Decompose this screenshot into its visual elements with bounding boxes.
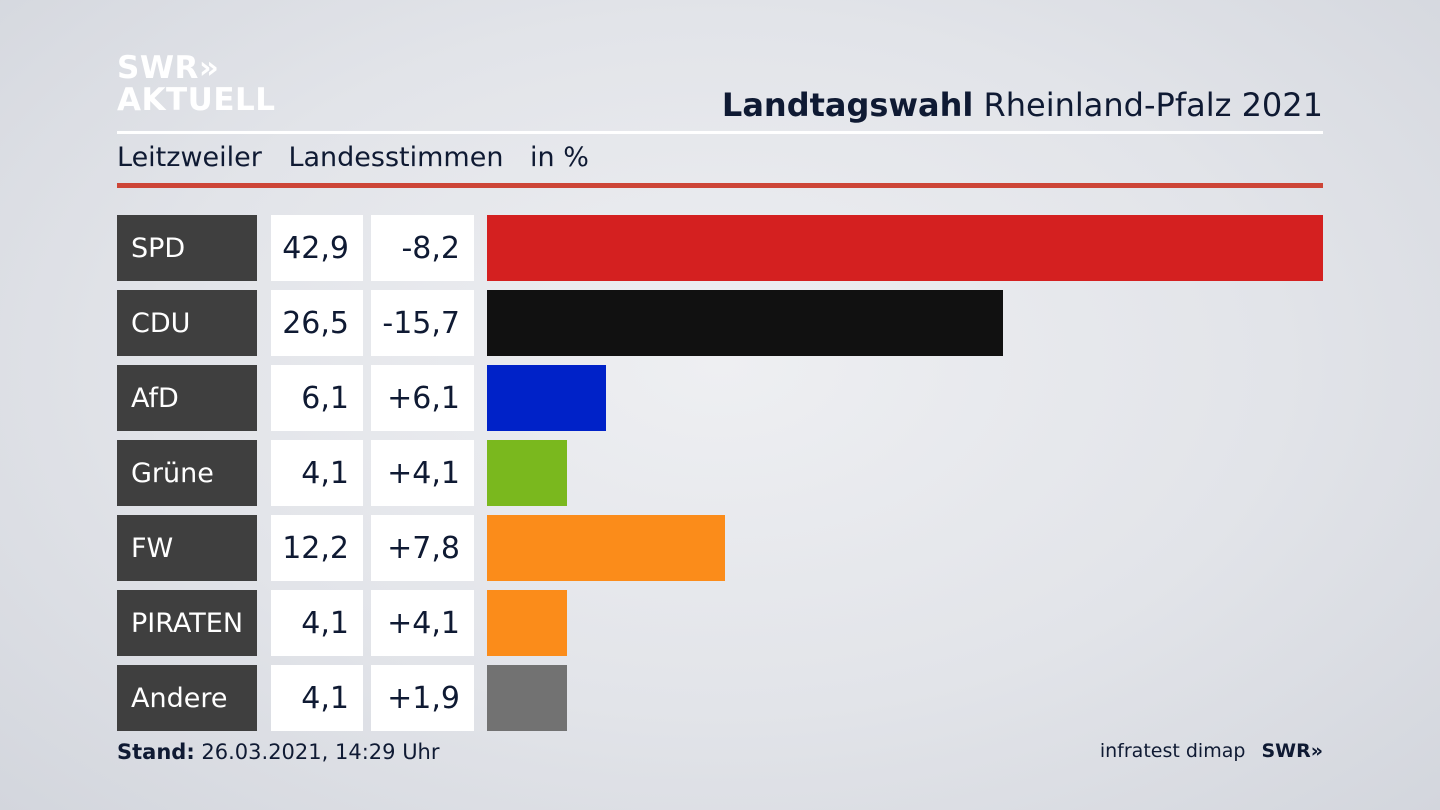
result-row: PIRATEN 4,1 +4,1 [117, 590, 1323, 656]
result-row: Grüne 4,1 +4,1 [117, 440, 1323, 506]
result-bar [487, 590, 567, 656]
result-row: FW 12,2 +7,8 [117, 515, 1323, 581]
change-label: +4,1 [371, 590, 474, 656]
change-label: +6,1 [371, 365, 474, 431]
swr-aktuell-logo: SWR» AKTUELL [117, 52, 276, 116]
change-label: +4,1 [371, 440, 474, 506]
accent-divider [117, 183, 1323, 188]
change-label: +7,8 [371, 515, 474, 581]
result-bar [487, 365, 606, 431]
result-bar [487, 290, 1003, 356]
swr-brand-logo: SWR» [1261, 740, 1323, 762]
vote-share-label: 4,1 [271, 665, 363, 731]
title-divider [117, 131, 1323, 134]
party-label: Grüne [117, 440, 257, 506]
party-label: CDU [117, 290, 257, 356]
subheader: Leitzweiler Landesstimmen in % [117, 142, 607, 178]
result-bar [487, 665, 567, 731]
source-credit: infratest dimap SWR» [1100, 740, 1323, 762]
source-label: infratest dimap [1099, 740, 1246, 762]
vote-share-label: 4,1 [271, 590, 363, 656]
party-label: PIRATEN [117, 590, 257, 656]
logo-line-1: SWR» [117, 50, 220, 86]
vote-share-label: 12,2 [271, 515, 363, 581]
result-bar [487, 215, 1323, 281]
result-row: SPD 42,9 -8,2 [117, 215, 1323, 281]
party-label: Andere [117, 665, 257, 731]
timestamp: Stand: 26.03.2021, 14:29 Uhr [117, 740, 440, 764]
vote-share-label: 4,1 [271, 440, 363, 506]
change-label: -15,7 [371, 290, 474, 356]
change-label: +1,9 [371, 665, 474, 731]
subhead-place: Leitzweiler [117, 142, 262, 173]
logo-line-2: AKTUELL [117, 82, 276, 118]
result-row: CDU 26,5 -15,7 [117, 290, 1323, 356]
change-label: -8,2 [371, 215, 474, 281]
vote-share-label: 26,5 [271, 290, 363, 356]
title-rest: Rheinland-Pfalz 2021 [983, 86, 1323, 124]
party-label: AfD [117, 365, 257, 431]
title-bold: Landtagswahl [721, 86, 974, 124]
stand-label: Stand: [117, 740, 195, 764]
party-label: FW [117, 515, 257, 581]
page-title: Landtagswahl Rheinland-Pfalz 2021 [722, 86, 1323, 124]
subhead-unit: in % [530, 142, 589, 173]
result-row: AfD 6,1 +6,1 [117, 365, 1323, 431]
vote-share-label: 42,9 [271, 215, 363, 281]
result-bar [487, 440, 567, 506]
party-label: SPD [117, 215, 257, 281]
vote-share-label: 6,1 [271, 365, 363, 431]
result-row: Andere 4,1 +1,9 [117, 665, 1323, 731]
stand-value: 26.03.2021, 14:29 Uhr [201, 740, 440, 764]
subhead-metric: Landesstimmen [288, 142, 504, 173]
result-bar [487, 515, 725, 581]
